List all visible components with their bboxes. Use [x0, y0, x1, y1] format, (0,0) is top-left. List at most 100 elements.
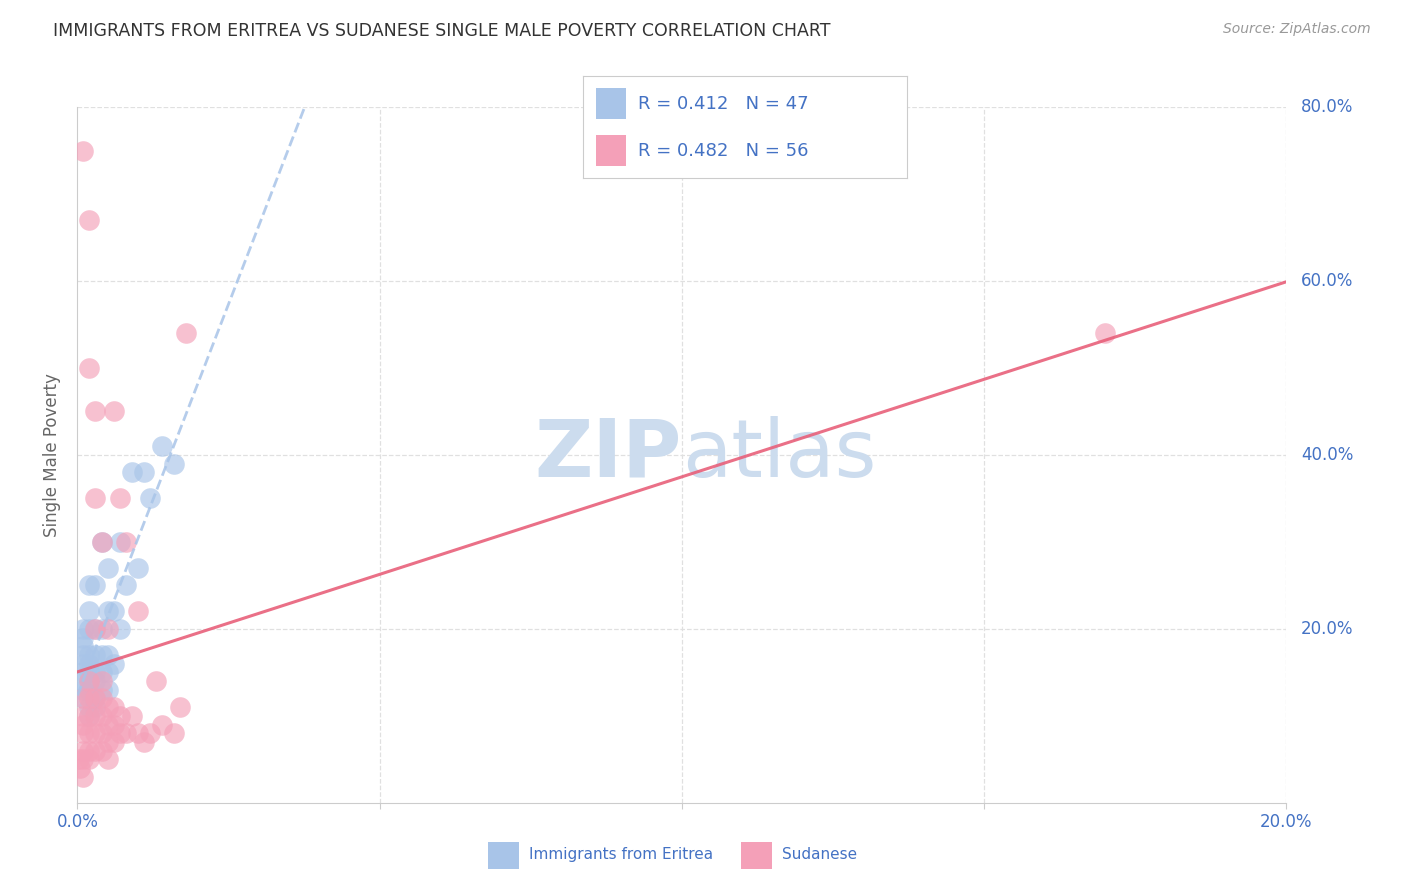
Point	[127, 561, 149, 575]
Point	[127, 605, 149, 619]
Point	[72, 682, 94, 697]
Point	[67, 752, 90, 766]
Text: 20.0%: 20.0%	[1301, 620, 1354, 638]
Point	[90, 682, 112, 697]
Point	[139, 726, 162, 740]
Point	[114, 534, 136, 549]
Text: 60.0%: 60.0%	[1301, 272, 1354, 290]
Point	[96, 605, 118, 619]
Point	[72, 717, 94, 731]
Point	[72, 639, 94, 653]
Point	[132, 735, 155, 749]
Point	[72, 726, 94, 740]
Point	[108, 726, 131, 740]
Point	[90, 708, 112, 723]
Text: R = 0.412   N = 47: R = 0.412 N = 47	[638, 95, 808, 112]
Point	[69, 761, 91, 775]
Text: ZIP: ZIP	[534, 416, 682, 494]
Point	[103, 735, 125, 749]
Point	[79, 744, 101, 758]
Point	[90, 665, 112, 680]
Point	[163, 726, 186, 740]
Point	[79, 674, 101, 689]
Point	[84, 491, 107, 506]
Point	[90, 726, 112, 740]
Text: atlas: atlas	[682, 416, 876, 494]
Point	[163, 457, 186, 471]
Point	[169, 700, 191, 714]
Point	[79, 726, 101, 740]
FancyBboxPatch shape	[596, 88, 626, 119]
Point	[79, 691, 101, 706]
Point	[72, 657, 94, 671]
Text: Sudanese: Sudanese	[782, 847, 858, 862]
Point	[108, 491, 131, 506]
Point	[90, 534, 112, 549]
Point	[84, 404, 107, 418]
Point	[84, 691, 107, 706]
Point	[108, 622, 131, 636]
Point	[79, 682, 101, 697]
Point	[96, 735, 118, 749]
Point	[108, 534, 131, 549]
Point	[96, 717, 118, 731]
Point	[96, 665, 118, 680]
Point	[145, 674, 167, 689]
Point	[72, 770, 94, 784]
Point	[79, 752, 101, 766]
Point	[72, 691, 94, 706]
Point	[79, 213, 101, 227]
Point	[103, 605, 125, 619]
Point	[79, 708, 101, 723]
Point	[79, 622, 101, 636]
Point	[90, 534, 112, 549]
Point	[72, 752, 94, 766]
Point	[79, 700, 101, 714]
FancyBboxPatch shape	[596, 136, 626, 166]
Point	[103, 657, 125, 671]
Point	[174, 326, 197, 340]
Point	[90, 622, 112, 636]
Point	[79, 578, 101, 592]
Point	[90, 648, 112, 662]
FancyBboxPatch shape	[488, 842, 519, 869]
Y-axis label: Single Male Poverty: Single Male Poverty	[44, 373, 62, 537]
Point	[72, 631, 94, 645]
Point	[1094, 326, 1116, 340]
Point	[84, 674, 107, 689]
Text: IMMIGRANTS FROM ERITREA VS SUDANESE SINGLE MALE POVERTY CORRELATION CHART: IMMIGRANTS FROM ERITREA VS SUDANESE SING…	[53, 22, 831, 40]
Text: 80.0%: 80.0%	[1301, 98, 1354, 116]
Point	[90, 744, 112, 758]
Point	[69, 674, 91, 689]
Point	[79, 665, 101, 680]
Point	[84, 578, 107, 592]
Point	[90, 691, 112, 706]
Point	[84, 691, 107, 706]
Point	[79, 648, 101, 662]
Point	[72, 144, 94, 158]
Point	[84, 648, 107, 662]
Point	[79, 674, 101, 689]
Point	[79, 605, 101, 619]
Point	[121, 708, 143, 723]
Point	[96, 682, 118, 697]
Point	[90, 674, 112, 689]
Point	[96, 622, 118, 636]
Point	[121, 466, 143, 480]
Point	[127, 726, 149, 740]
Point	[84, 622, 107, 636]
Point	[84, 700, 107, 714]
FancyBboxPatch shape	[741, 842, 772, 869]
Point	[108, 708, 131, 723]
Point	[84, 665, 107, 680]
Point	[96, 561, 118, 575]
Point	[79, 708, 101, 723]
Point	[72, 648, 94, 662]
Point	[96, 752, 118, 766]
Point	[114, 578, 136, 592]
Point	[79, 657, 101, 671]
Text: 40.0%: 40.0%	[1301, 446, 1354, 464]
Point	[72, 691, 94, 706]
Point	[84, 726, 107, 740]
Point	[72, 622, 94, 636]
